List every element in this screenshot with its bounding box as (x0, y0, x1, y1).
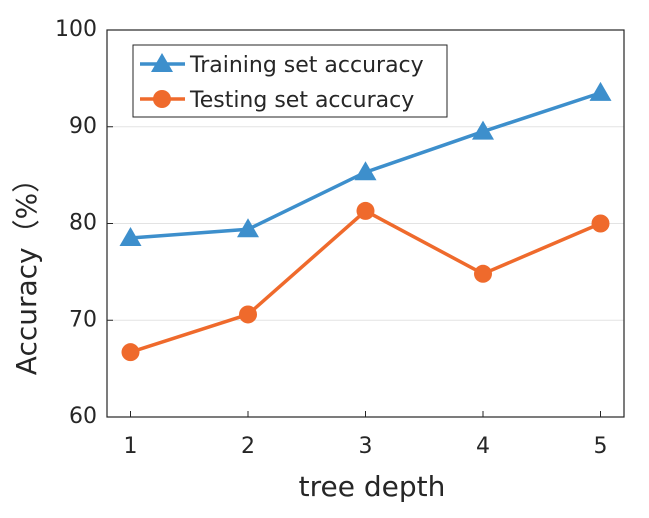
x-axis-label: tree depth (299, 470, 446, 503)
y-tick-label: 60 (69, 404, 97, 429)
legend-text: Training set accuracy (189, 53, 424, 78)
y-tick-label: 90 (69, 114, 97, 139)
x-tick-label: 2 (241, 434, 255, 459)
legend-box (132, 44, 448, 118)
data-point (474, 264, 492, 283)
data-point (237, 218, 259, 238)
data-point (239, 305, 257, 324)
y-axis-label: Accuracy（%） (10, 165, 43, 375)
data-point (356, 201, 375, 220)
x-tick-label: 4 (476, 434, 490, 459)
data-point (472, 120, 494, 140)
y-tick-label: 100 (55, 17, 97, 42)
data-point (121, 343, 140, 362)
data-point (591, 214, 610, 233)
x-tick-label: 5 (594, 434, 608, 459)
data-point (354, 161, 377, 181)
data-point (119, 227, 142, 247)
y-tick-label: 70 (69, 307, 97, 332)
legend-marker (151, 53, 173, 72)
data-point (589, 81, 612, 101)
plot-frame (106, 29, 625, 418)
x-tick-label: 1 (124, 434, 138, 459)
x-tick-label: 3 (359, 434, 373, 459)
y-tick-label: 80 (69, 211, 97, 236)
legend-marker (153, 90, 171, 108)
legend-text: Testing set accuracy (189, 88, 414, 113)
